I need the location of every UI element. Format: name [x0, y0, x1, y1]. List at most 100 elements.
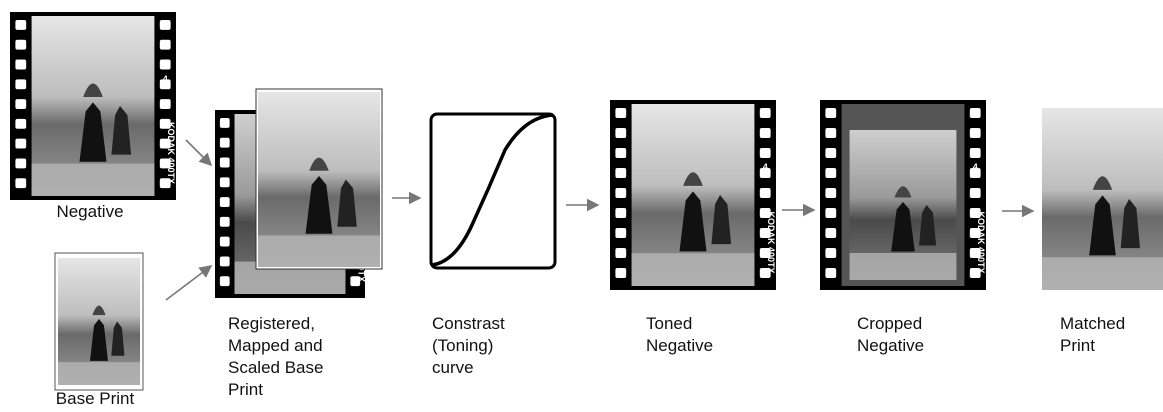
node-label: Cropped Negative	[857, 314, 924, 355]
dome	[83, 83, 103, 97]
label-line: Scaled Base	[228, 358, 323, 377]
figure	[111, 321, 125, 356]
sprocket	[825, 248, 837, 258]
sprocket	[219, 236, 230, 247]
sprocket	[969, 248, 981, 258]
sprocket	[15, 118, 27, 129]
label-line: Print	[1060, 336, 1095, 355]
label-line: Registered,	[228, 314, 315, 333]
ground	[631, 253, 755, 286]
ground	[258, 235, 380, 267]
dome	[683, 172, 703, 186]
sprocket	[159, 20, 171, 30]
sprocket	[969, 168, 981, 178]
label-line: Mapped and	[228, 336, 323, 355]
sprocket	[969, 188, 981, 198]
arrows	[165, 139, 1035, 301]
sprocket	[219, 177, 230, 188]
sprocket	[615, 208, 627, 218]
dome	[309, 157, 329, 171]
sprocket	[15, 138, 27, 149]
scaled-print	[255, 88, 383, 270]
curve-box	[429, 112, 557, 270]
sprocket	[615, 228, 627, 238]
dome	[92, 305, 106, 316]
sprocket	[15, 39, 27, 50]
sprocket	[15, 59, 27, 70]
sprocket	[759, 208, 771, 218]
node-label: Registered, Mapped and Scaled Base Print	[228, 314, 323, 399]
sprocket	[759, 168, 771, 178]
sprocket	[159, 118, 171, 129]
sprocket	[350, 276, 361, 287]
sprocket	[615, 268, 627, 278]
sprocket	[159, 59, 171, 70]
sprocket	[15, 158, 27, 169]
sprocket	[219, 197, 230, 207]
film-edge-text: KODAK 400TX	[166, 122, 176, 184]
sprocket	[159, 178, 171, 189]
sprocket	[759, 148, 771, 158]
sprocket	[825, 208, 837, 218]
sprocket	[759, 228, 771, 238]
sprocket	[825, 188, 837, 198]
sprocket	[759, 108, 771, 118]
figure	[89, 318, 109, 361]
sprocket	[159, 79, 171, 90]
sprocket	[825, 108, 837, 118]
figure	[79, 102, 107, 162]
sprocket	[219, 216, 230, 227]
figure	[1120, 199, 1141, 249]
sprocket	[219, 276, 230, 287]
sprocket	[825, 148, 837, 158]
film-frame-number: 4	[973, 162, 978, 172]
figure	[679, 191, 707, 252]
label-line: curve	[432, 358, 474, 377]
label-line: Constrast	[432, 314, 505, 333]
label-line: (Toning)	[432, 336, 493, 355]
sprocket	[615, 128, 627, 138]
figure	[111, 106, 132, 155]
sprocket	[15, 79, 27, 90]
arrow	[165, 265, 213, 301]
sprocket	[825, 268, 837, 278]
film-negative: KODAK 400TX 4	[820, 100, 986, 290]
sprocket	[825, 228, 837, 238]
sprocket	[219, 137, 230, 148]
sprocket	[615, 188, 627, 198]
figure	[891, 202, 915, 252]
figure	[337, 179, 357, 227]
sprocket	[969, 268, 981, 278]
sprocket	[759, 248, 771, 258]
sprocket	[615, 108, 627, 118]
figure	[1089, 195, 1116, 256]
node-label: Base Print	[56, 389, 135, 408]
matched-print	[1042, 108, 1163, 290]
dome	[894, 186, 912, 198]
sprocket	[969, 148, 981, 158]
label-line: Negative	[646, 336, 713, 355]
node-label: Constrast (Toning) curve	[432, 314, 505, 377]
figure	[305, 176, 333, 234]
sprocket	[969, 208, 981, 218]
node-label: Toned Negative	[646, 314, 713, 355]
sprocket	[15, 99, 27, 109]
arrow	[185, 139, 213, 167]
sprocket	[219, 118, 230, 128]
label-line: Base Print	[56, 389, 135, 408]
ground	[58, 362, 140, 385]
sprocket	[219, 157, 230, 168]
label-line: Matched	[1060, 314, 1125, 333]
node-label: Matched Print	[1060, 314, 1125, 355]
label-line: Cropped	[857, 314, 922, 333]
dome	[1092, 176, 1113, 190]
sprocket	[969, 108, 981, 118]
sprocket	[159, 138, 171, 149]
sprocket	[825, 168, 837, 178]
base-print	[54, 252, 144, 391]
sprocket	[825, 128, 837, 138]
film-frame-number: 4	[763, 162, 768, 172]
sprocket	[159, 158, 171, 169]
sprocket	[15, 178, 27, 189]
